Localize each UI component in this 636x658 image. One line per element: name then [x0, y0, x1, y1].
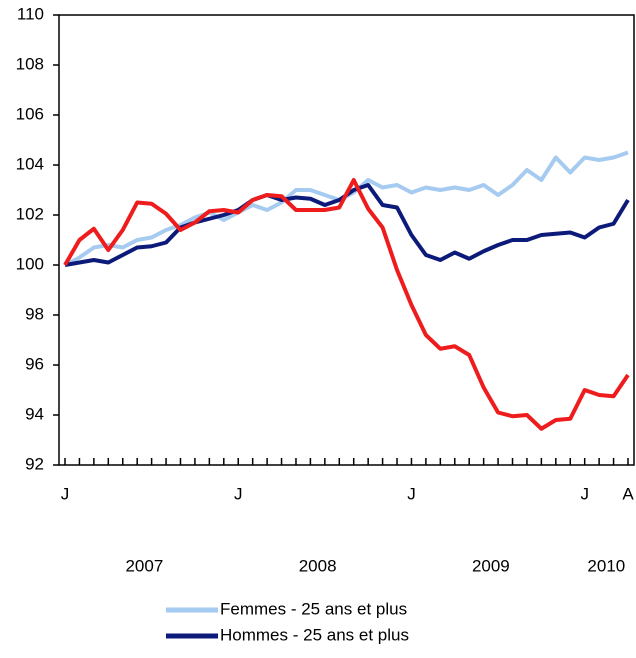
x-tick-label: J [580, 484, 589, 503]
year-label: 2009 [472, 556, 510, 575]
y-tick-label: 94 [25, 404, 44, 423]
y-tick-label: 104 [16, 154, 44, 173]
legend-label: Femmes - 25 ans et plus [220, 599, 407, 618]
series-line [63, 178, 630, 431]
year-label: 2010 [587, 556, 625, 575]
year-label: 2008 [299, 556, 337, 575]
x-tick-label: A [622, 484, 634, 503]
x-tick-label: J [61, 484, 70, 503]
y-tick-label: 106 [16, 104, 44, 123]
x-tick-label: J [234, 484, 243, 503]
year-label: 2007 [125, 556, 163, 575]
y-tick-label: 98 [25, 304, 44, 323]
plot-frame [58, 14, 635, 466]
y-tick-label: 108 [16, 54, 44, 73]
legend-label: Hommes - 25 ans et plus [220, 625, 409, 644]
x-tick-label: J [407, 484, 416, 503]
y-tick-label: 102 [16, 204, 44, 223]
y-tick-label: 96 [25, 354, 44, 373]
y-tick-label: 110 [17, 4, 44, 23]
y-tick-label: 100 [16, 254, 44, 273]
y-tick-label: 92 [25, 454, 44, 473]
